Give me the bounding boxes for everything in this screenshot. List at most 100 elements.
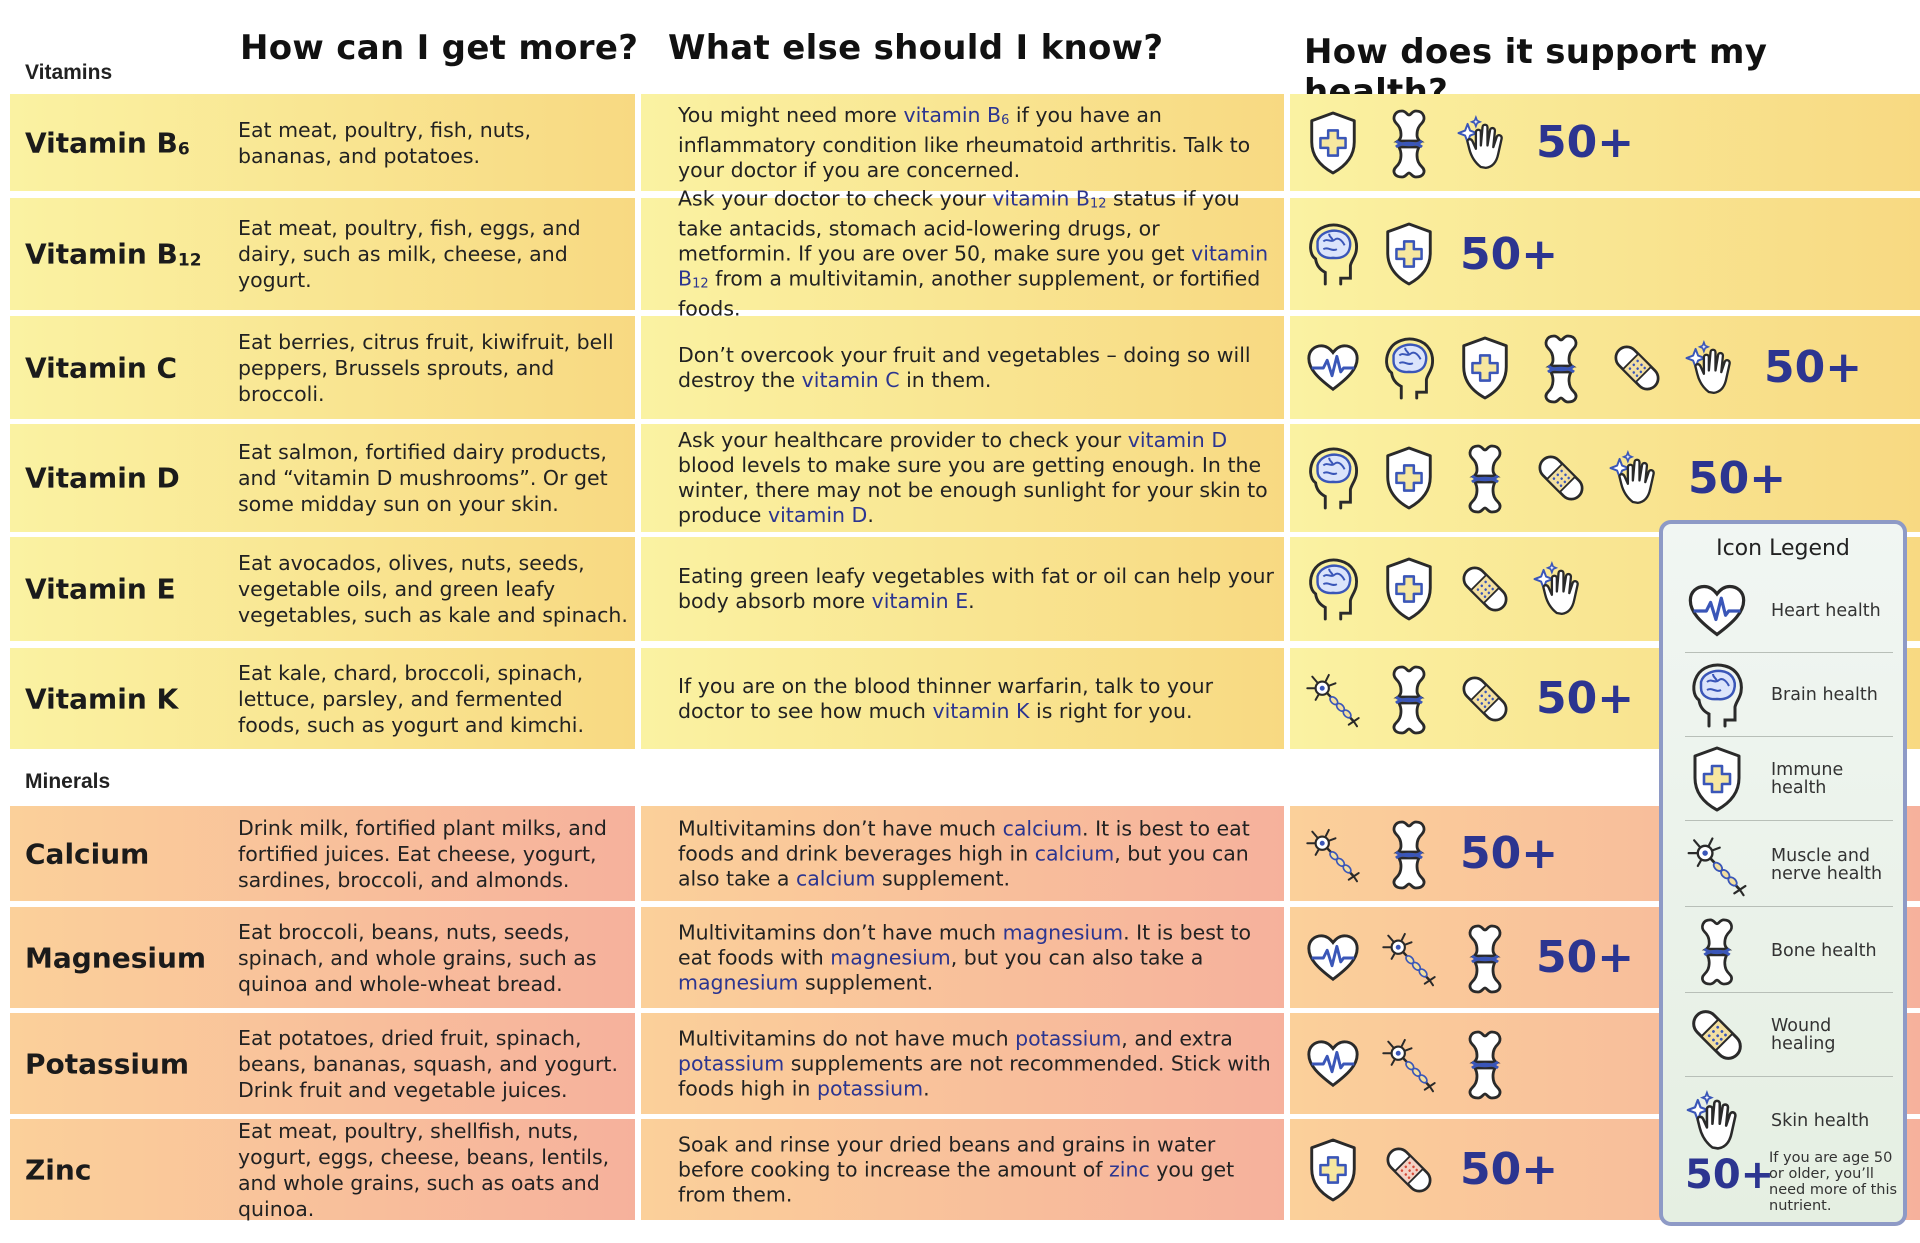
bone-icon [1456,1028,1514,1100]
know-text: Ask your doctor to check your vitamin B1… [678,187,1276,322]
know-text-segment: . [867,503,874,527]
brain-icon [1685,660,1749,730]
bone-icon [1456,442,1514,514]
health-icons: 50+ [1304,663,1634,735]
skin-icon [1608,442,1666,514]
bone-icon [1685,916,1749,986]
immune-icon [1380,218,1438,290]
legend-label: Bone health [1771,941,1877,961]
health-icons [1304,553,1608,625]
icon-legend: Icon Legend Heart health Brain health Im… [1659,520,1907,1226]
know-text-segment: Soak and rinse your dried beans and grai… [678,1132,1216,1181]
health-icons [1304,1028,1532,1100]
nutrient-name: Vitamin D [25,462,180,495]
age-50-plus-badge: 50+ [1460,828,1559,879]
legend-item: Brain health [1685,654,1893,737]
nutrient-highlight: calcium [1002,816,1083,840]
nutrient-highlight: zinc [1109,1157,1150,1181]
know-text-segment: , but you can also take a [678,841,1249,890]
neuron-icon [1685,830,1749,900]
skin-icon [1456,107,1514,179]
nutrient-row: Vitamin C Eat berries, citrus fruit, kiw… [10,316,1920,419]
nutrient-row: Potassium Eat potatoes, dried fruit, spi… [10,1013,1920,1114]
bone-icon [1380,107,1438,179]
nutrient-row: Vitamin D Eat salmon, fortified dairy pr… [10,424,1920,532]
bandage-icon [1456,663,1514,735]
know-cell: Ask your healthcare provider to check yo… [641,424,1284,532]
name-subscript: 12 [177,250,202,271]
health-icons: 50+ [1304,442,1786,514]
age-50-plus-badge: 50+ [1536,932,1635,983]
get-more-text: Eat meat, poultry, shellfish, nuts, yogu… [238,1118,610,1221]
skin-icon [1684,332,1742,404]
bone-icon [1380,818,1438,890]
know-text: Eating green leafy vegetables with fat o… [678,564,1276,614]
support-cell: 50+ [1290,316,1920,419]
immune-icon [1304,107,1362,179]
know-text: You might need more vitamin B6 if you ha… [678,103,1276,183]
know-text: If you are on the blood thinner warfarin… [678,674,1276,724]
know-text-segment: Multivitamins don’t have much [678,920,1003,944]
legend-label: Immune health [1771,760,1844,798]
age-50-plus-badge: 50+ [1460,228,1559,280]
age-50-plus-badge: 50+ [1536,673,1635,724]
header-get-more: How can I get more? [240,28,639,68]
legend-fifty-note: If you are age 50 or older, you’ll need … [1769,1150,1898,1214]
legend-title: Icon Legend [1716,536,1850,561]
support-cell: 50+ [1290,94,1920,191]
nutrient-row: Vitamin K Eat kale, chard, broccoli, spi… [10,648,1920,749]
age-50-plus-badge: 50+ [1460,1144,1559,1195]
nutrient-highlight: 12 [1089,196,1107,212]
know-text: Multivitamins don’t have much calcium. I… [678,816,1276,891]
nutrient-highlight: vitamin B [678,241,1269,291]
nutrient-name: Vitamin B12 [25,238,202,271]
know-text-segment: . It is best to eat foods with [678,920,1252,969]
nutrient-highlight: potassium [1015,1026,1122,1050]
name-main: Magnesium [25,941,207,974]
bone-icon [1532,332,1590,404]
nutrient-name: Vitamin K [25,682,178,715]
immune-icon [1685,744,1749,814]
nutrient-row: Calcium Drink milk, fortified plant milk… [10,806,1920,901]
nutrient-highlight: vitamin B [992,186,1090,211]
name-get-cell: Vitamin K Eat kale, chard, broccoli, spi… [10,648,635,749]
know-text-segment: from a multivitamin, another supplement,… [678,266,1261,321]
health-icons: 50+ [1304,107,1634,179]
nutrient-highlight: potassium [678,1051,785,1075]
brain-icon [1304,553,1362,625]
get-more-text: Eat broccoli, beans, nuts, seeds, spinac… [238,919,597,996]
bandage-icon [1685,1000,1749,1070]
nutrient-highlight: vitamin D [767,503,868,527]
know-text-segment: . [968,589,975,613]
know-text-segment: supplements are not recommended. Stick w… [678,1051,1271,1100]
name-main: Vitamin E [25,572,176,606]
know-text-segment: , and extra [1121,1026,1233,1050]
health-icons: 50+ [1304,332,1862,404]
legend-item: Immune health [1685,738,1893,821]
name-get-cell: Zinc Eat meat, poultry, shellfish, nuts,… [10,1118,635,1221]
nutrient-highlight: 12 [692,276,709,292]
neuron-icon [1304,663,1362,735]
legend-item: Bone health [1685,910,1893,993]
know-cell: Don’t overcook your fruit and vegetables… [641,316,1284,419]
know-text-segment: blood levels to make sure you are gettin… [678,453,1268,527]
health-icons: 50+ [1304,218,1558,290]
legend-label: Wound healing [1771,1016,1836,1054]
neuron-icon [1380,1028,1438,1100]
neuron-icon [1380,922,1438,994]
nutrient-row: Vitamin B6 Eat meat, poultry, fish, nuts… [10,94,1920,191]
nutrient-highlight: calcium [1034,841,1115,865]
name-get-cell: Magnesium Eat broccoli, beans, nuts, see… [10,907,635,1008]
heart-icon [1685,576,1749,646]
know-text: Multivitamins don’t have much magnesium.… [678,920,1276,995]
know-text: Ask your healthcare provider to check yo… [678,428,1276,528]
know-text: Don’t overcook your fruit and vegetables… [678,343,1276,393]
know-text-segment: you get from them. [678,1157,1235,1206]
name-main: Vitamin B [25,126,178,159]
know-text-segment: . [923,1076,930,1100]
know-text-segment: Multivitamins do not have much [678,1026,1016,1050]
know-text: Soak and rinse your dried beans and grai… [678,1132,1276,1207]
support-cell: 50+ [1290,198,1920,310]
bone-icon [1456,922,1514,994]
nutrient-highlight: vitamin C [801,367,900,392]
